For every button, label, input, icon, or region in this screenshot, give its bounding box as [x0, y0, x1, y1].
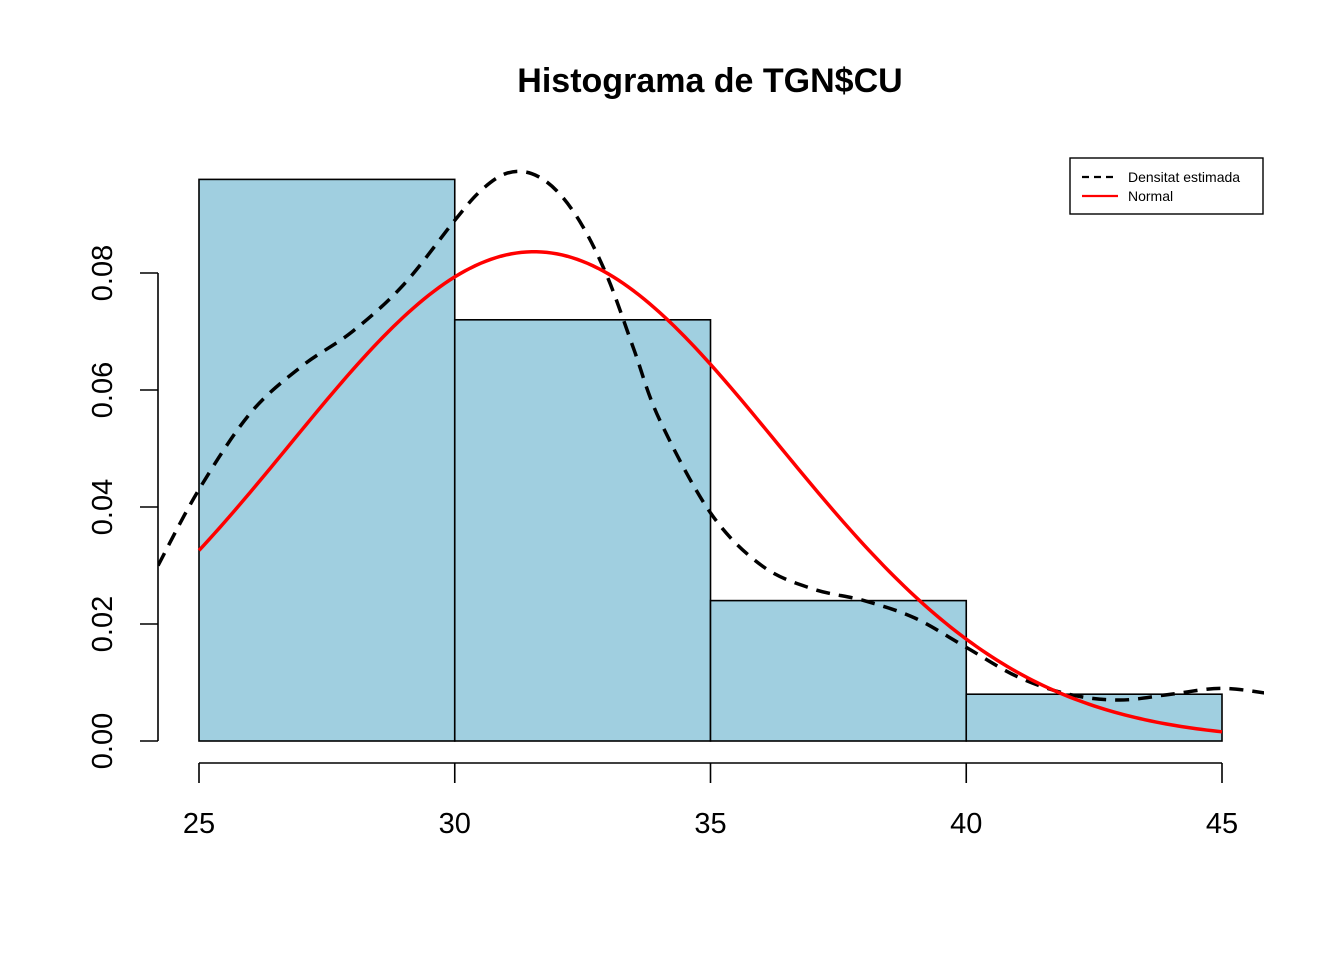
histogram-bar-4 [965, 693, 1223, 742]
chart-title: Histograma de TGN$CU [517, 62, 902, 100]
x-tick-label: 30 [439, 808, 471, 840]
legend: Densitat estimada Normal [1069, 157, 1264, 215]
histogram-bar-1 [198, 178, 456, 742]
y-tick-label: 0.04 [87, 479, 119, 535]
x-axis: 25 30 35 40 45 [183, 762, 1238, 840]
histogram-bar-3 [709, 599, 968, 742]
legend-label-densitat-estimada: Densitat estimada [1128, 169, 1240, 185]
x-tick-label: 35 [694, 808, 726, 840]
normal-curve-line [197, 250, 1223, 734]
y-tick-label: 0.08 [87, 245, 119, 301]
x-tick-label: 40 [950, 808, 982, 840]
y-tick-label: 0.00 [87, 713, 119, 769]
legend-label-normal: Normal [1128, 188, 1173, 204]
y-tick-label: 0.06 [87, 362, 119, 418]
legend-box [1069, 157, 1264, 215]
y-tick-label: 0.02 [87, 596, 119, 652]
x-tick-label: 25 [183, 808, 215, 840]
density-estimate-line [158, 169, 1264, 702]
histogram-bars [198, 178, 1223, 742]
x-tick-label: 45 [1206, 808, 1238, 840]
y-axis: 0.00 0.02 0.04 0.06 0.08 [87, 245, 159, 769]
density-curves [158, 169, 1264, 734]
histogram-bar-2 [453, 318, 712, 742]
